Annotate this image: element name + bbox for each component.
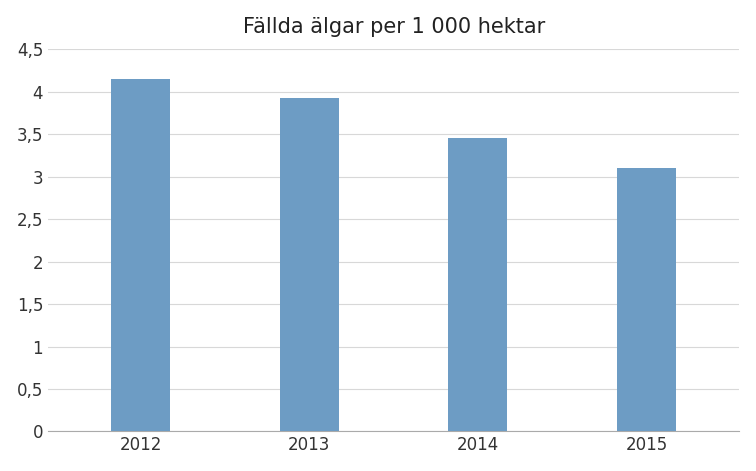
Bar <box>448 138 507 431</box>
Bar <box>111 79 170 431</box>
Bar <box>280 98 339 431</box>
Bar <box>617 168 676 431</box>
Title: Fällda älgar per 1 000 hektar: Fällda älgar per 1 000 hektar <box>243 16 545 37</box>
